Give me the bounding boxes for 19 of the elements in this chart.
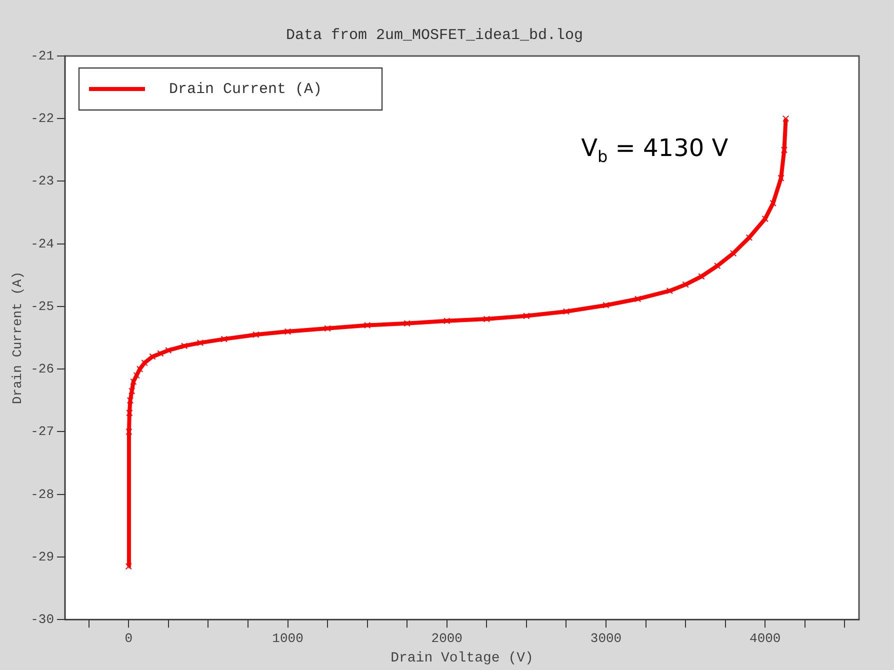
x-tick-label: 3000	[590, 630, 622, 646]
y-tick-label: -28	[30, 486, 54, 502]
x-axis-title: Drain Voltage (V)	[390, 650, 534, 666]
legend-label: Drain Current (A)	[169, 80, 322, 98]
y-tick-label: -21	[30, 48, 54, 64]
y-tick-label: -30	[30, 612, 54, 628]
y-tick-label: -27	[30, 424, 54, 440]
x-tick-label: 0	[124, 630, 133, 646]
y-tick-label: -26	[30, 362, 54, 377]
y-tick-label: -24	[30, 236, 54, 252]
y-tick-label: -25	[30, 298, 54, 314]
x-tick-label: 4000	[750, 630, 781, 646]
y-tick-label: -29	[30, 549, 54, 564]
x-tick-label: 2000	[431, 630, 462, 646]
y-tick-label: -22	[30, 111, 54, 126]
y-axis-title: Drain Current (A)	[10, 271, 26, 404]
x-tick-label: 1000	[272, 630, 304, 646]
y-tick-label: -23	[30, 174, 54, 189]
chart-title: Data from 2um_MOSFET_idea1_bd.log	[286, 26, 584, 44]
